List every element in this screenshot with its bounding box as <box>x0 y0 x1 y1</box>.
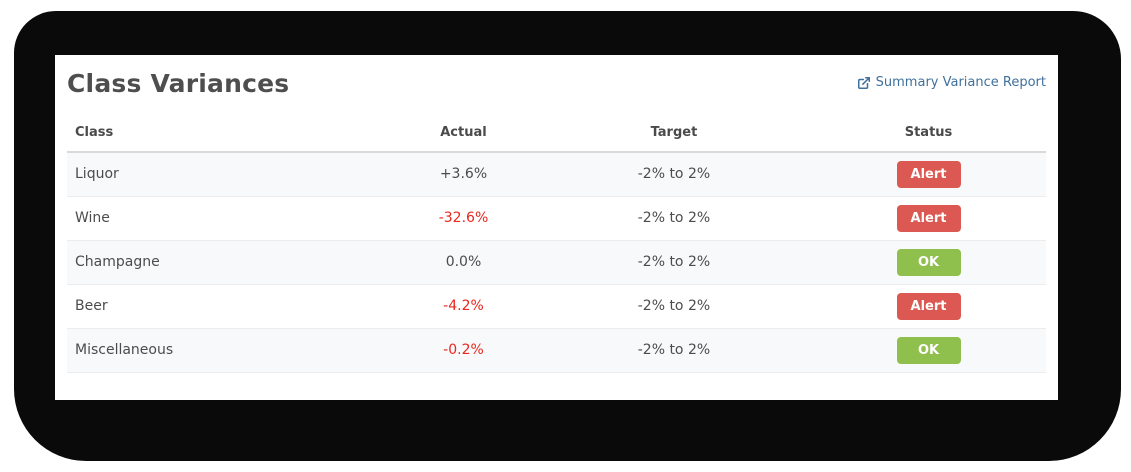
class-cell: Beer <box>67 284 391 329</box>
target-cell: -2% to 2% <box>536 328 812 373</box>
column-header-actual: Actual <box>390 125 537 153</box>
actual-cell: +3.6% <box>390 152 537 197</box>
panel-title: Class Variances <box>67 69 290 98</box>
panel-header: Class Variances Summary Variance Report <box>67 69 1046 98</box>
table-row: Champagne 0.0% -2% to 2% OK <box>67 240 1046 285</box>
table-header-row: Class Actual Target Status <box>67 125 1046 153</box>
column-header-class: Class <box>67 125 391 153</box>
column-header-status: Status <box>811 125 1046 153</box>
actual-cell: -4.2% <box>390 284 537 329</box>
status-badge: Alert <box>896 292 961 320</box>
summary-variance-report-link[interactable]: Summary Variance Report <box>857 75 1046 90</box>
actual-cell: -0.2% <box>390 328 537 373</box>
actual-cell: 0.0% <box>390 240 537 285</box>
status-cell: Alert <box>811 284 1046 329</box>
report-link-label: Summary Variance Report <box>875 75 1046 90</box>
table-row: Beer -4.2% -2% to 2% Alert <box>67 284 1046 329</box>
class-variances-table: Class Actual Target Status Liquor +3.6% … <box>67 125 1046 373</box>
status-badge: OK <box>896 248 961 276</box>
class-cell: Liquor <box>67 152 391 197</box>
status-cell: OK <box>811 240 1046 285</box>
status-badge: Alert <box>896 160 961 188</box>
table-row: Wine -32.6% -2% to 2% Alert <box>67 196 1046 241</box>
target-cell: -2% to 2% <box>536 152 812 197</box>
target-cell: -2% to 2% <box>536 284 812 329</box>
status-cell: Alert <box>811 152 1046 197</box>
class-cell: Wine <box>67 196 391 241</box>
status-cell: Alert <box>811 196 1046 241</box>
column-header-target: Target <box>536 125 812 153</box>
status-badge: OK <box>896 336 961 364</box>
table-row: Miscellaneous -0.2% -2% to 2% OK <box>67 328 1046 373</box>
target-cell: -2% to 2% <box>536 240 812 285</box>
class-cell: Champagne <box>67 240 391 285</box>
target-cell: -2% to 2% <box>536 196 812 241</box>
class-cell: Miscellaneous <box>67 328 391 373</box>
status-badge: Alert <box>896 204 961 232</box>
table-row: Liquor +3.6% -2% to 2% Alert <box>67 152 1046 197</box>
status-cell: OK <box>811 328 1046 373</box>
actual-cell: -32.6% <box>390 196 537 241</box>
class-variances-panel: Class Variances Summary Variance Report … <box>55 55 1058 400</box>
external-link-icon <box>857 76 871 90</box>
